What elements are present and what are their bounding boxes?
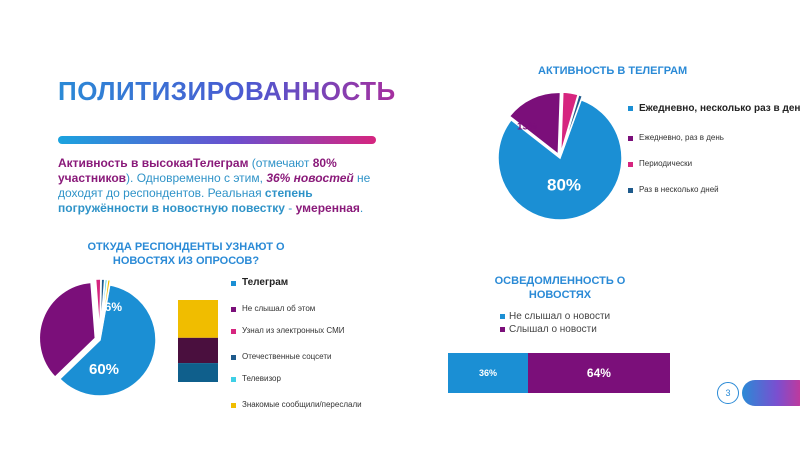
legend-label: Отечественные соцсети [242, 352, 332, 361]
legend-item: Ежедневно, раз в день [628, 133, 724, 143]
pie-slice-label: 15% [517, 122, 537, 133]
pie-slice [508, 91, 562, 156]
pie-slice-label: 60% [89, 361, 119, 378]
legend-label: Раз в несколько дней [639, 185, 719, 194]
legend-swatch [628, 106, 633, 111]
legend-swatch [628, 188, 633, 193]
breakout-segment [178, 363, 218, 382]
legend-item: Не слышал об этом [231, 304, 315, 314]
legend-swatch [231, 403, 236, 408]
bar-segment: 64% [527, 353, 670, 393]
legend-label: Ежедневно, раз в день [639, 133, 724, 142]
legend-label: Телеграм [242, 277, 289, 288]
legend-label: Ежедневно, несколько раз в день [639, 103, 800, 114]
awareness-stacked-bar: 36% 64% [448, 353, 670, 393]
breakout-segment [178, 337, 218, 364]
pie-slice [58, 283, 157, 397]
page-title: ПОЛИТИЗИРОВАННОСТЬ [58, 76, 396, 106]
page-number: 3 [717, 382, 739, 404]
legend-label: Периодически [639, 159, 693, 168]
legend-label: Слышал о новости [509, 324, 597, 335]
legend-label: Узнал из электронных СМИ [242, 326, 345, 335]
pie-slice [99, 278, 112, 336]
legend-label: Знакомые сообщили/переслали [242, 400, 362, 409]
summary-part: 36% новостей [266, 171, 354, 185]
legend-swatch [231, 377, 236, 382]
pie-slice-label: 80% [547, 175, 581, 194]
legend-swatch [231, 355, 236, 360]
summary-part: ). Одновременно с этим, [126, 171, 267, 185]
chart-title-sources-text: ОТКУДА РЕСПОНДЕНТЫ УЗНАЮТ О НОВОСТЯХ ИЗ … [87, 241, 285, 267]
legend-swatch [628, 162, 633, 167]
legend-item: Ежедневно, несколько раз в день [628, 103, 800, 115]
summary-part: - [284, 201, 296, 215]
pie-chart-sources: 60%36% [38, 278, 157, 397]
legend-item: Телеграм [231, 278, 288, 288]
summary-text: Активность в высокаяТелеграм (отмечают 8… [58, 156, 398, 216]
summary-part: Активность в высокая [58, 156, 194, 170]
chart-title-awareness-text: ОСВЕДОМЛЕННОСТЬ О НОВОСТЯХ [494, 275, 626, 301]
chart-title-awareness: ОСВЕДОМЛЕННОСТЬ О НОВОСТЯХ [490, 274, 630, 302]
summary-part: умеренная [295, 201, 360, 215]
legend-swatch [500, 314, 505, 319]
legend-swatch [231, 281, 236, 286]
legend-awareness: Не слышал о новости Слышал о новости [500, 310, 610, 336]
pie-slice [497, 98, 623, 221]
pie-chart-telegram: 80% 15% [497, 91, 623, 221]
legend-item: Слышал о новости [500, 323, 610, 336]
pie-slice [560, 93, 584, 155]
legend-label: Не слышал об этом [242, 304, 316, 313]
breakout-bar [178, 300, 218, 382]
legend-item: Узнал из электронных СМИ [231, 326, 345, 336]
legend-item: Периодически [628, 159, 692, 169]
breakout-segment [178, 300, 218, 338]
summary-part: степень погружённости в новостную повест… [58, 186, 313, 215]
summary-part: . [359, 201, 364, 215]
legend-item: Телевизор [231, 374, 281, 384]
legend-item: Отечественные соцсети [231, 352, 331, 362]
legend-swatch [231, 329, 236, 334]
summary-part: Телеграм [193, 156, 249, 170]
legend-swatch [500, 327, 505, 332]
legend-item: Знакомые сообщили/переслали [231, 400, 362, 410]
page-decor-pill [742, 380, 800, 406]
summary-part: не доходят до респондентов. Реальная [58, 171, 371, 200]
summary-part: (отмечают [248, 156, 313, 170]
chart-title-sources: ОТКУДА РЕСПОНДЕНТЫ УЗНАЮТ О НОВОСТЯХ ИЗ … [76, 240, 296, 268]
legend-label: Телевизор [242, 374, 281, 383]
legend-label: Не слышал о новости [509, 311, 611, 322]
summary-part: 80% участников [58, 156, 337, 185]
legend-item: Раз в несколько дней [628, 185, 719, 195]
bar-segment: 36% [448, 353, 528, 393]
pie-slice [38, 281, 97, 379]
title-underline [58, 136, 376, 144]
chart-title-telegram: АКТИВНОСТЬ В ТЕЛЕГРАМ [538, 65, 688, 77]
legend-swatch [231, 307, 236, 312]
legend-item: Не слышал о новости [500, 310, 610, 323]
legend-swatch [628, 136, 633, 141]
